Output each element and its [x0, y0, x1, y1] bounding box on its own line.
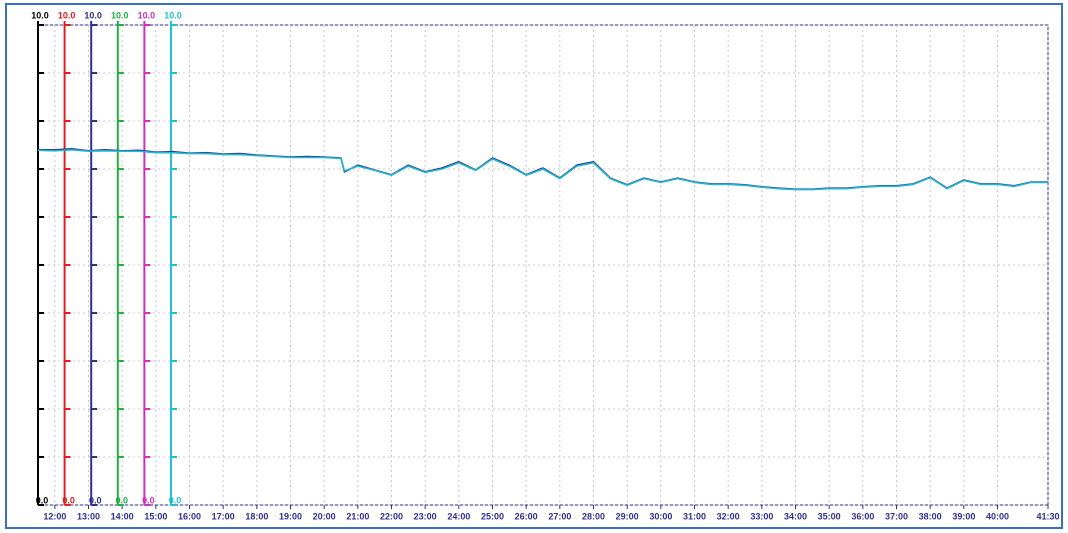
- axis-top-label: 10.0: [164, 10, 182, 20]
- axis-bottom-label: 0.0: [116, 495, 129, 505]
- x-tick-label: 13:00: [77, 511, 100, 521]
- x-tick-label: 25:00: [481, 511, 504, 521]
- x-tick-label: 38:00: [919, 511, 942, 521]
- x-tick-label: 31:00: [683, 511, 706, 521]
- x-tick-label: 19:00: [279, 511, 302, 521]
- x-tick-label: 20:00: [313, 511, 336, 521]
- axis-top-label: 10.0: [111, 10, 129, 20]
- x-tick-label: 12:00: [43, 511, 66, 521]
- x-tick-label: 26:00: [515, 511, 538, 521]
- axis-bottom-label: 0.0: [36, 495, 49, 505]
- axis-top-label: 10.0: [58, 10, 76, 20]
- x-tick-label: 35:00: [818, 511, 841, 521]
- x-tick-label: 22:00: [380, 511, 403, 521]
- x-tick-label: 27:00: [548, 511, 571, 521]
- axis-top-label: 10.0: [31, 10, 49, 20]
- x-tick-label: 40:00: [986, 511, 1009, 521]
- x-tick-label: 36:00: [851, 511, 874, 521]
- x-tick-label: 30:00: [649, 511, 672, 521]
- x-tick-label: 17:00: [212, 511, 235, 521]
- axis-bottom-label: 0.0: [142, 495, 155, 505]
- x-tick-label: 24:00: [447, 511, 470, 521]
- x-tick-label: 21:00: [346, 511, 369, 521]
- x-tick-label: 29:00: [616, 511, 639, 521]
- x-tick-label: 14:00: [111, 511, 134, 521]
- x-tick-label: 16:00: [178, 511, 201, 521]
- x-tick-label: 23:00: [414, 511, 437, 521]
- x-tick-label: 28:00: [582, 511, 605, 521]
- x-tick-label: 18:00: [245, 511, 268, 521]
- axis-bottom-label: 0.0: [169, 495, 182, 505]
- x-tick-label: 41:30: [1036, 511, 1059, 521]
- x-tick-label: 34:00: [784, 511, 807, 521]
- x-tick-label: 32:00: [717, 511, 740, 521]
- x-tick-label: 39:00: [952, 511, 975, 521]
- axis-top-label: 10.0: [138, 10, 156, 20]
- x-tick-label: 15:00: [144, 511, 167, 521]
- x-tick-label: 33:00: [750, 511, 773, 521]
- axis-bottom-label: 0.0: [62, 495, 75, 505]
- axis-bottom-label: 0.0: [89, 495, 102, 505]
- series-line: [37, 149, 1048, 191]
- axis-top-label: 10.0: [84, 10, 102, 20]
- x-tick-label: 37:00: [885, 511, 908, 521]
